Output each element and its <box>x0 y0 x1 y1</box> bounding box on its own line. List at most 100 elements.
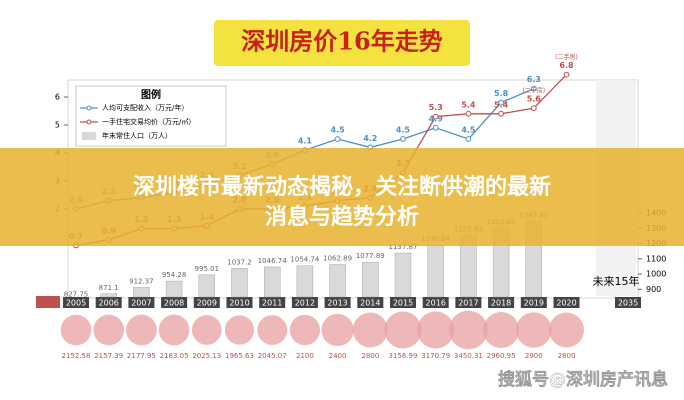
bar-label: 1037.2 <box>227 258 252 266</box>
value-label: 5.3 <box>429 103 443 112</box>
point <box>465 136 472 142</box>
bubble-label: 1965.63 <box>225 352 254 360</box>
x-tick-label: 2016 <box>426 299 446 308</box>
bubble-label: 2100 <box>296 352 314 360</box>
bar-label: 1054.74 <box>290 256 319 264</box>
bar-label: 1137.87 <box>389 243 418 251</box>
year-box <box>63 297 89 308</box>
bubble <box>60 314 92 346</box>
bar <box>100 293 117 298</box>
x-tick-label: 2011 <box>262 299 282 308</box>
legend <box>75 85 227 147</box>
bubble <box>449 310 488 350</box>
bubble-label: 3170.79 <box>421 352 450 360</box>
point <box>432 124 439 131</box>
annotation: (二手房) <box>555 53 578 61</box>
bubble-label: 2800 <box>558 352 576 360</box>
bubble <box>125 314 157 346</box>
value-label: 4.5 <box>461 126 476 135</box>
point <box>530 105 537 112</box>
bubble <box>384 311 422 349</box>
year-box <box>520 297 547 308</box>
bubble <box>257 315 288 345</box>
bubble <box>224 315 255 345</box>
x-tick-label: 2020 <box>556 299 576 308</box>
legend-label: 年末常住人口（万人） <box>102 131 172 140</box>
legend-swatch <box>82 132 96 140</box>
bar-label: 954.28 <box>162 271 187 279</box>
value-label: 6.8 <box>559 61 574 70</box>
bar-label: 871.1 <box>99 284 119 292</box>
x-tick-label: 2015 <box>393 299 413 308</box>
y2-tick-label: 1100 <box>646 254 666 263</box>
banner-line: 深圳楼市最新动态揭秘，关注断供潮的最新 <box>133 174 551 200</box>
x-tick-label: 2018 <box>491 299 511 308</box>
bubble-label: 2157.39 <box>94 352 123 360</box>
bubble-label: 3156.99 <box>389 352 418 360</box>
point <box>563 71 570 78</box>
bubble-label: 2960.95 <box>487 352 516 360</box>
bubble-label: 2177.95 <box>127 352 156 360</box>
bubble <box>158 314 190 346</box>
x-tick-label: 2008 <box>164 299 184 308</box>
bar <box>198 274 216 298</box>
banner <box>0 148 684 246</box>
year-box <box>128 297 155 308</box>
bar <box>329 264 346 298</box>
year-box <box>193 297 220 308</box>
bubble-label: 2025.13 <box>192 352 221 360</box>
legend-label: 一手住宅交易均价（万元/㎡） <box>102 117 195 126</box>
point <box>530 85 537 92</box>
x-tick-label: 2007 <box>131 299 151 308</box>
bar <box>427 244 444 298</box>
watermark: 搜狐号@深圳房产讯息 <box>498 369 668 390</box>
y2-tick-label: 1000 <box>646 270 666 279</box>
bar <box>231 268 248 298</box>
bar <box>394 252 412 298</box>
year-box <box>324 297 351 308</box>
future-label: 未来15年 <box>593 274 640 288</box>
year-box <box>259 297 286 308</box>
bubble <box>483 312 520 348</box>
year-box <box>226 297 253 308</box>
x-tick-label: 2005 <box>66 299 86 308</box>
year-box <box>291 297 318 308</box>
y-tick-label: 6 <box>55 93 60 102</box>
legend-marker <box>86 105 92 111</box>
bubble-label: 3450.31 <box>454 352 483 360</box>
point <box>334 136 341 142</box>
bubble <box>191 315 222 345</box>
point <box>498 110 505 117</box>
bubble <box>352 312 388 348</box>
bubble-label: 2152.58 <box>62 352 91 360</box>
bubble <box>516 312 552 348</box>
bar-label: 912.37 <box>129 277 154 285</box>
value-label: 5.4 <box>494 100 509 109</box>
title-box <box>214 20 470 66</box>
year-box <box>553 297 580 308</box>
legend-label: 人均可支配收入（万元/年） <box>102 103 188 112</box>
value-label: 4.5 <box>331 126 346 135</box>
legend-marker <box>86 119 92 125</box>
value-label: 5.4 <box>461 100 476 109</box>
bubble <box>289 314 321 346</box>
point <box>498 99 505 106</box>
year-box <box>357 297 384 308</box>
value-label: 6.3 <box>527 75 541 84</box>
chart-title: 深圳房价16年走势 <box>241 27 442 56</box>
value-label: 4.2 <box>363 134 377 143</box>
x-tick-label: 2014 <box>360 299 380 308</box>
x-tick-label: 2009 <box>197 299 217 308</box>
bubble-label: 2400 <box>329 352 347 360</box>
bar <box>296 265 314 298</box>
bar <box>165 280 183 298</box>
year-box <box>95 297 122 308</box>
bubble-label: 2183.05 <box>160 352 189 360</box>
year-box <box>390 297 416 308</box>
bar-label: 827.75 <box>64 290 89 298</box>
bar-label: 995.01 <box>195 265 220 273</box>
y-tick-label: 5 <box>55 121 60 130</box>
year-box <box>161 297 188 308</box>
x-tick-label: 2013 <box>327 299 347 308</box>
